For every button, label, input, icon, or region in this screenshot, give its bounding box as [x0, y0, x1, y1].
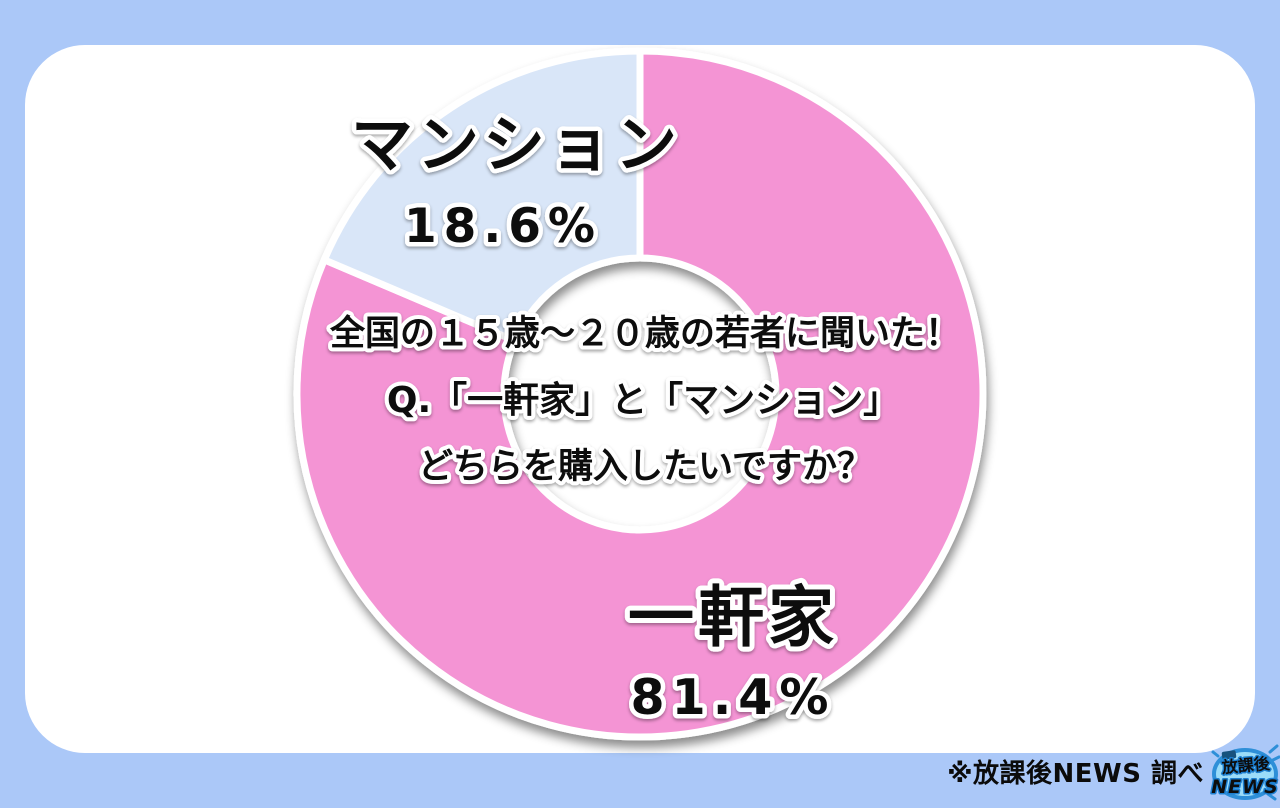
question-line-2: Q.「一軒家」と「マンション」	[387, 380, 899, 421]
donut-ring	[293, 47, 987, 741]
logo-burst-inner	[1216, 752, 1274, 796]
slice-mansion	[320, 47, 644, 345]
question-line-1: 全国の１５歳～２０歳の若者に聞いた！	[329, 313, 960, 354]
label-house: 一軒家	[628, 579, 838, 656]
footer: ※放課後NEWS 調べ 放課後 NEWS	[947, 744, 1280, 801]
logo-ribbon	[1221, 750, 1237, 760]
hokago-news-logo: 放課後 NEWS	[1210, 744, 1280, 804]
value-mansion: 18.6%	[404, 199, 602, 254]
value-house: 81.4%	[631, 669, 836, 726]
source-note: ※放課後NEWS 調べ	[947, 758, 1204, 789]
label-mansion: マンション	[351, 108, 681, 181]
question-line-3: どちらを購入したいですか？	[418, 447, 872, 487]
chart-labels: マンション 18.6% 一軒家 81.4% 全国の１５歳～２０歳の若者に聞いた！…	[325, 104, 964, 731]
slice-house	[293, 47, 987, 741]
hokago-news-logo-icon: 放課後 NEWS	[1210, 744, 1280, 801]
logo-text-bottom: NEWS	[1211, 776, 1279, 798]
